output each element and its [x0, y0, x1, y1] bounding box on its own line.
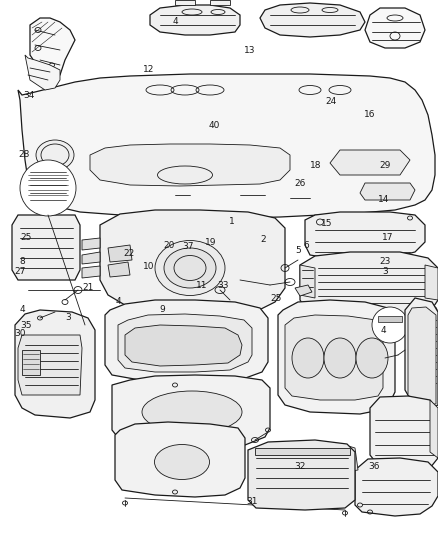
Polygon shape	[255, 448, 350, 455]
Polygon shape	[22, 350, 40, 375]
Text: 14: 14	[378, 196, 389, 204]
Text: 19: 19	[205, 238, 216, 247]
Polygon shape	[82, 252, 100, 264]
Text: 3: 3	[382, 268, 389, 276]
Text: 20: 20	[163, 241, 174, 249]
Polygon shape	[118, 314, 252, 372]
Text: 22: 22	[124, 249, 135, 257]
Polygon shape	[108, 245, 132, 262]
Polygon shape	[82, 238, 100, 250]
Ellipse shape	[142, 391, 242, 433]
Polygon shape	[150, 5, 240, 35]
Ellipse shape	[155, 240, 225, 295]
Polygon shape	[30, 18, 75, 80]
Polygon shape	[25, 55, 60, 90]
Text: 30: 30	[14, 329, 25, 337]
Polygon shape	[332, 445, 358, 472]
Text: 4: 4	[173, 17, 178, 26]
Polygon shape	[18, 74, 435, 218]
Polygon shape	[285, 315, 383, 400]
Polygon shape	[300, 265, 315, 298]
Polygon shape	[248, 440, 355, 510]
Text: 34: 34	[24, 92, 35, 100]
Text: 8: 8	[19, 257, 25, 265]
Circle shape	[20, 160, 76, 216]
Text: 9: 9	[159, 305, 165, 313]
Polygon shape	[365, 8, 425, 48]
Text: 33: 33	[218, 281, 229, 289]
Text: 4: 4	[381, 326, 386, 335]
Text: 16: 16	[364, 110, 376, 119]
Text: 10: 10	[143, 262, 155, 271]
Polygon shape	[108, 262, 130, 277]
Ellipse shape	[155, 445, 209, 480]
Ellipse shape	[356, 338, 388, 378]
Ellipse shape	[164, 248, 216, 288]
Text: 24: 24	[325, 97, 336, 106]
Text: 18: 18	[310, 161, 321, 169]
Text: 17: 17	[382, 233, 393, 241]
Polygon shape	[425, 265, 438, 300]
Text: 36: 36	[369, 462, 380, 471]
Text: 4: 4	[116, 297, 121, 305]
Polygon shape	[82, 266, 100, 278]
Text: 37: 37	[183, 243, 194, 251]
Text: 29: 29	[379, 161, 390, 169]
Polygon shape	[12, 215, 80, 280]
Text: 35: 35	[21, 321, 32, 329]
Text: 28: 28	[18, 150, 30, 159]
Polygon shape	[405, 298, 438, 408]
Text: 2: 2	[260, 236, 265, 244]
Ellipse shape	[292, 338, 324, 378]
Polygon shape	[260, 3, 365, 37]
Polygon shape	[378, 316, 402, 322]
Polygon shape	[360, 183, 415, 200]
Text: 6: 6	[304, 241, 310, 249]
Text: 31: 31	[246, 497, 258, 505]
Text: 25: 25	[270, 294, 282, 303]
Polygon shape	[100, 210, 285, 315]
Polygon shape	[115, 422, 245, 497]
Text: 27: 27	[14, 268, 25, 276]
Text: 26: 26	[294, 180, 306, 188]
Text: 32: 32	[294, 462, 306, 471]
Text: 40: 40	[209, 121, 220, 130]
Polygon shape	[430, 400, 438, 458]
Polygon shape	[278, 300, 395, 414]
Text: 11: 11	[196, 281, 207, 289]
Text: 21: 21	[82, 284, 93, 292]
Polygon shape	[105, 300, 268, 382]
Polygon shape	[112, 375, 270, 447]
Polygon shape	[15, 310, 95, 418]
Text: 5: 5	[295, 246, 301, 255]
Polygon shape	[90, 144, 290, 186]
Polygon shape	[210, 0, 230, 5]
Polygon shape	[370, 396, 438, 470]
Polygon shape	[295, 285, 312, 296]
Polygon shape	[355, 458, 438, 516]
Text: 15: 15	[321, 220, 332, 228]
Polygon shape	[383, 316, 395, 330]
Polygon shape	[408, 307, 436, 404]
Text: 23: 23	[380, 257, 391, 265]
Text: 1: 1	[229, 217, 235, 225]
Polygon shape	[305, 212, 425, 260]
Polygon shape	[360, 318, 382, 330]
Circle shape	[372, 307, 408, 343]
Polygon shape	[125, 325, 242, 366]
Text: 25: 25	[21, 233, 32, 241]
Polygon shape	[18, 335, 82, 395]
Polygon shape	[330, 150, 410, 175]
Text: 13: 13	[244, 46, 255, 55]
Polygon shape	[175, 0, 195, 5]
Ellipse shape	[324, 338, 356, 378]
Ellipse shape	[36, 140, 74, 170]
Text: 3: 3	[65, 313, 71, 321]
Text: 4: 4	[19, 305, 25, 313]
Polygon shape	[300, 252, 438, 322]
Text: 12: 12	[143, 65, 155, 74]
